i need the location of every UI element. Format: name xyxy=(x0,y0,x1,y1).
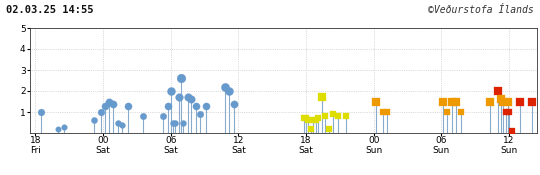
Point xyxy=(37,111,45,113)
Point xyxy=(497,98,505,101)
Text: 02.03.25 14:55: 02.03.25 14:55 xyxy=(6,5,94,15)
Point xyxy=(101,104,110,107)
Point xyxy=(225,90,234,92)
Point xyxy=(183,96,192,99)
Point xyxy=(174,96,183,99)
Point xyxy=(456,111,465,113)
Point xyxy=(379,111,387,113)
Point xyxy=(201,104,210,107)
Point xyxy=(452,100,461,103)
Point xyxy=(59,125,68,128)
Point xyxy=(53,127,62,130)
Point xyxy=(109,102,118,105)
Point xyxy=(318,96,326,99)
Point xyxy=(447,100,456,103)
Point xyxy=(230,102,238,105)
Point xyxy=(306,127,315,130)
Point xyxy=(177,77,185,80)
Point xyxy=(138,115,147,118)
Point xyxy=(508,130,517,132)
Point xyxy=(171,121,179,124)
Point xyxy=(341,115,350,118)
Point xyxy=(113,121,122,124)
Point xyxy=(166,90,175,92)
Point xyxy=(505,111,514,113)
Point xyxy=(504,100,512,103)
Point xyxy=(438,100,447,103)
Point xyxy=(158,115,167,118)
Point xyxy=(443,111,451,113)
Point xyxy=(304,119,313,122)
Text: ©Veðurstofa Ílands: ©Veðurstofa Ílands xyxy=(428,5,534,15)
Point xyxy=(302,117,310,120)
Point xyxy=(300,117,308,120)
Point xyxy=(502,111,510,113)
Point xyxy=(494,90,502,92)
Point xyxy=(220,85,229,88)
Point xyxy=(90,119,98,122)
Point xyxy=(383,111,391,113)
Point xyxy=(195,113,204,116)
Point xyxy=(528,100,536,103)
Point xyxy=(97,111,105,113)
Point xyxy=(329,113,338,116)
Point xyxy=(187,98,195,101)
Point xyxy=(308,119,317,122)
Point xyxy=(312,119,321,122)
Point xyxy=(499,100,508,103)
Point xyxy=(168,121,177,124)
Point xyxy=(372,100,380,103)
Point xyxy=(179,121,187,124)
Point xyxy=(118,123,126,126)
Point xyxy=(164,104,173,107)
Point xyxy=(321,115,329,118)
Point xyxy=(516,100,525,103)
Point xyxy=(124,104,132,107)
Point xyxy=(314,117,323,120)
Point xyxy=(104,100,113,103)
Point xyxy=(325,127,333,130)
Point xyxy=(333,115,342,118)
Point xyxy=(191,104,200,107)
Point xyxy=(485,100,494,103)
